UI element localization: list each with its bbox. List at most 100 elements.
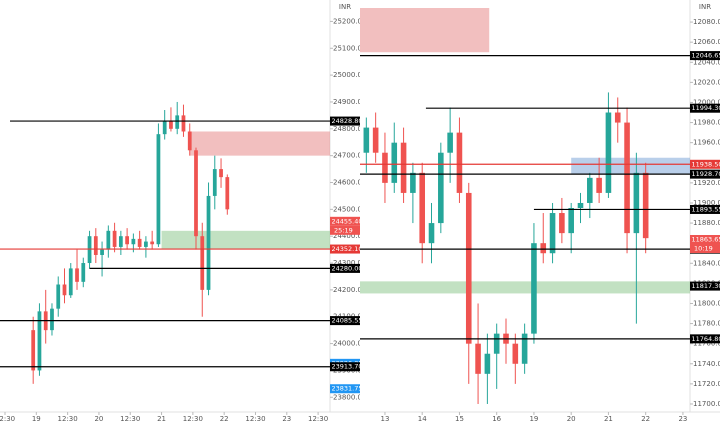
candle-body <box>181 115 186 132</box>
y-tick-label: 11740.00 <box>693 360 720 368</box>
candle-body <box>587 177 593 203</box>
y-tick-label: 25000.00 <box>333 71 366 79</box>
y-tick-label: 11720.00 <box>693 380 720 388</box>
candle-body <box>106 230 111 250</box>
candle-body <box>559 213 565 234</box>
x-tick-label: 21 <box>157 415 166 423</box>
price-label: 23913.70 <box>332 363 363 371</box>
candle-body <box>400 142 407 193</box>
candle-body <box>212 169 217 196</box>
price-label: 24352.10 <box>332 245 363 253</box>
y-tick-label: 12020.00 <box>693 78 720 86</box>
candle-body <box>125 236 129 245</box>
y-tick-label: 24000.00 <box>333 340 366 348</box>
price-label-box <box>690 235 720 245</box>
y-tick-label: 24500.00 <box>333 205 366 213</box>
candle-body <box>194 150 198 237</box>
candle-body <box>568 208 574 234</box>
candle-body <box>465 192 472 344</box>
countdown-box <box>330 225 360 235</box>
candle-body <box>219 169 223 178</box>
y-tick-label: 24900.00 <box>333 98 366 106</box>
candle-body <box>596 177 602 193</box>
price-label: 23831.75 <box>332 385 363 393</box>
x-tick-label: 12:30 <box>58 415 78 423</box>
candle-body <box>156 134 161 245</box>
y-tick-label: 12060.00 <box>693 38 720 46</box>
candle-body <box>549 213 556 254</box>
x-tick-label: 23 <box>678 415 687 423</box>
y-tick-label: 24400.00 <box>333 232 366 240</box>
price-label-box <box>330 263 360 273</box>
y-tick-label: 11700.00 <box>693 400 720 408</box>
x-tick-label: 12:30 <box>0 415 15 423</box>
countdown: 10:19 <box>694 245 713 253</box>
price-label: 24455.40 <box>332 217 363 225</box>
candle-body <box>382 152 388 183</box>
currency-label: INR <box>699 3 711 11</box>
zone <box>360 281 690 294</box>
candle-body <box>62 284 67 296</box>
plot-area <box>0 0 360 425</box>
x-tick-label: 20 <box>567 415 576 423</box>
price-label: 11817.30 <box>692 282 720 290</box>
candle-body <box>447 132 453 153</box>
price-label: 11764.80 <box>692 335 720 343</box>
x-tick-label: 16 <box>492 415 501 423</box>
candle-body <box>372 127 379 153</box>
price-label: 11938.50 <box>692 160 720 168</box>
price-label: 24280.00 <box>332 264 363 272</box>
price-label: 11928.70 <box>692 170 720 178</box>
candle-body <box>56 284 61 309</box>
candle-body <box>200 236 205 290</box>
candle-body <box>531 243 537 334</box>
x-tick-label: 14 <box>418 415 427 423</box>
y-tick-label: 12000.00 <box>693 98 720 106</box>
candle-body <box>391 142 398 183</box>
zone <box>189 131 330 156</box>
price-label-box <box>690 103 720 113</box>
candle-body <box>428 223 435 244</box>
y-tick-label: 25200.00 <box>333 17 366 25</box>
zone <box>161 230 330 250</box>
candle-body <box>363 127 370 153</box>
candle-body <box>81 263 86 282</box>
candle-body <box>577 202 584 208</box>
candle-body <box>187 131 192 151</box>
candle-body <box>131 238 136 245</box>
price-label: 12046.65 <box>692 52 720 60</box>
countdown: 25:19 <box>334 226 353 234</box>
candle-body <box>137 238 142 247</box>
candle-body <box>100 249 104 255</box>
currency-label: INR <box>339 3 351 11</box>
candle-body <box>419 172 425 244</box>
candle-body <box>37 311 42 371</box>
y-tick-label: 11900.00 <box>693 199 720 207</box>
y-tick-label: 11800.00 <box>693 299 720 307</box>
candle-body <box>624 122 630 234</box>
candle-body <box>642 172 649 239</box>
candle-body <box>169 120 173 129</box>
candle-body <box>475 343 481 374</box>
x-tick-label: 23 <box>282 415 291 423</box>
x-tick-label: 13 <box>380 415 389 423</box>
candle-body <box>633 172 640 234</box>
candle-body <box>68 268 73 296</box>
zone <box>571 157 690 175</box>
chart-panel: 25200.00 25100.00 25000.00 24900.00 24800.00… <box>0 0 366 425</box>
price-label: 11994.30 <box>692 104 720 112</box>
price-label: 24085.55 <box>332 317 363 325</box>
price-label: 24828.80 <box>332 117 363 125</box>
candle-body <box>144 241 148 247</box>
candle-body <box>118 236 123 247</box>
candle-body <box>605 112 612 193</box>
x-tick-label: 12:30 <box>245 415 265 423</box>
x-tick-label: 19 <box>529 415 538 423</box>
candle-body <box>521 333 528 364</box>
price-label-box <box>330 384 360 394</box>
price-label-box <box>330 216 360 226</box>
x-tick-label: 22 <box>220 415 229 423</box>
candle-body <box>484 353 491 374</box>
x-tick-label: 21 <box>604 415 613 423</box>
price-label-box <box>690 51 720 61</box>
